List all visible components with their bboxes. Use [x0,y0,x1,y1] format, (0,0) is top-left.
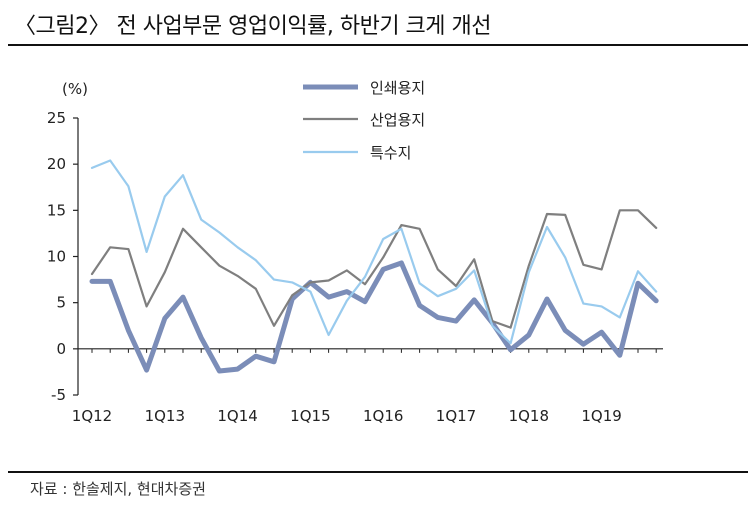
x-tick-label: 1Q13 [145,407,185,425]
x-tick-label: 1Q15 [290,407,330,425]
legend-label: 인쇄용지 [370,79,425,97]
x-tick-label: 1Q17 [436,407,476,425]
x-tick-label: 1Q18 [509,407,549,425]
y-tick-label: -5 [51,386,66,404]
x-tick-label: 1Q16 [363,407,403,425]
y-tick-label: 0 [56,340,66,358]
chart-title: 〈그림2〉 전 사업부문 영업이익률, 하반기 크게 개선 [14,14,492,39]
y-tick-label: 10 [47,248,66,266]
source-divider [8,471,748,473]
legend-label: 특수지 [370,144,411,162]
series-lines [89,159,659,374]
series-line-특수지 [90,159,658,345]
x-axis: 1Q12 1Q13 1Q14 1Q15 1Q16 1Q17 1Q18 1Q19 [72,348,663,425]
x-tick-label: 1Q19 [581,407,621,425]
y-tick-label: 25 [47,109,66,127]
y-axis: -5 0 5 10 15 20 25 [47,109,79,404]
title-divider [8,44,748,46]
x-tick-label: 1Q12 [72,407,112,425]
y-tick-label: 5 [56,294,66,312]
series-line-산업용지 [90,209,658,329]
legend-label: 산업용지 [370,111,425,129]
y-axis-unit-label: (%) [62,80,88,98]
y-tick-label: 20 [47,155,66,173]
y-tick-label: 15 [47,201,66,219]
source-note: 자료 : 한솔제지, 현대차증권 [30,480,206,498]
x-tick-label: 1Q14 [217,407,257,425]
series-line-인쇄용지 [89,260,659,374]
